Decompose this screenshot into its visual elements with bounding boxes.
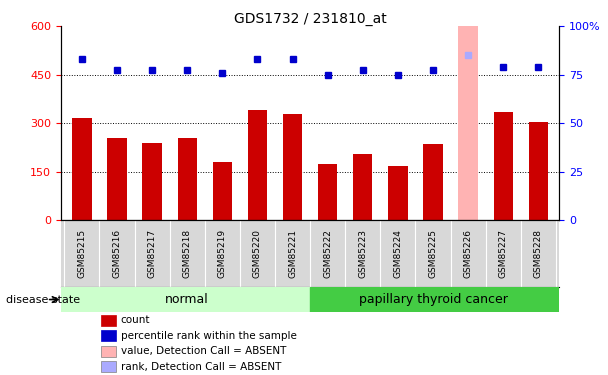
Text: percentile rank within the sample: percentile rank within the sample — [120, 331, 297, 341]
Text: GSM85225: GSM85225 — [429, 229, 438, 278]
Bar — [61, 287, 310, 312]
Text: value, Detection Call = ABSENT: value, Detection Call = ABSENT — [120, 346, 286, 356]
Bar — [310, 287, 559, 312]
Bar — [142, 143, 162, 220]
Text: disease state: disease state — [6, 294, 80, 304]
Bar — [353, 154, 372, 220]
Text: GSM85218: GSM85218 — [182, 229, 192, 278]
Bar — [318, 164, 337, 220]
Text: GSM85224: GSM85224 — [393, 229, 402, 278]
Text: normal: normal — [165, 293, 209, 306]
Title: GDS1732 / 231810_at: GDS1732 / 231810_at — [233, 12, 387, 26]
Bar — [458, 26, 478, 220]
Text: GSM85223: GSM85223 — [358, 229, 367, 278]
Text: rank, Detection Call = ABSENT: rank, Detection Call = ABSENT — [120, 362, 281, 372]
Bar — [528, 122, 548, 220]
FancyBboxPatch shape — [101, 330, 116, 341]
Text: GSM85219: GSM85219 — [218, 229, 227, 278]
FancyBboxPatch shape — [101, 315, 116, 326]
Bar — [178, 138, 197, 220]
Text: GSM85220: GSM85220 — [253, 229, 262, 278]
Bar — [494, 112, 513, 220]
Bar — [423, 144, 443, 220]
Bar — [108, 138, 126, 220]
Text: GSM85228: GSM85228 — [534, 229, 543, 278]
Text: GSM85216: GSM85216 — [112, 229, 122, 278]
Bar — [213, 162, 232, 220]
Text: GSM85222: GSM85222 — [323, 229, 332, 278]
Text: GSM85226: GSM85226 — [463, 229, 472, 278]
Bar — [388, 166, 407, 220]
Text: GSM85217: GSM85217 — [148, 229, 157, 278]
Bar — [283, 114, 302, 220]
Text: count: count — [120, 315, 150, 326]
Text: GSM85215: GSM85215 — [77, 229, 86, 278]
Text: GSM85221: GSM85221 — [288, 229, 297, 278]
FancyBboxPatch shape — [101, 346, 116, 357]
Text: papillary thyroid cancer: papillary thyroid cancer — [359, 293, 508, 306]
Text: GSM85227: GSM85227 — [499, 229, 508, 278]
FancyBboxPatch shape — [101, 362, 116, 372]
Bar — [248, 110, 267, 220]
Bar — [72, 118, 92, 220]
